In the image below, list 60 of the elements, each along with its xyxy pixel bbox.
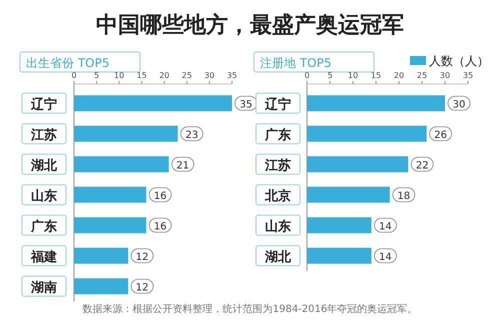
x-tick-label: 20 xyxy=(159,71,170,80)
y-tick-label: 江苏 xyxy=(30,128,57,143)
x-tick-label: 5 xyxy=(94,71,100,80)
bar xyxy=(74,95,232,112)
x-tick-label: 15 xyxy=(370,71,382,80)
bar xyxy=(74,156,169,172)
chart-subtitle: 注册地 TOP5 xyxy=(260,56,332,70)
bar xyxy=(74,126,178,142)
y-tick-label: 江苏 xyxy=(264,158,291,174)
bar xyxy=(307,248,372,264)
y-tick-label: 山东 xyxy=(31,188,57,204)
bar xyxy=(307,126,427,142)
chart-title: 中国哪些地方，最盛产奥运冠军 xyxy=(96,12,404,38)
data-label: 14 xyxy=(379,252,392,263)
bar xyxy=(74,186,146,203)
bar xyxy=(307,217,372,234)
bar xyxy=(74,248,128,264)
x-tick-label: 10 xyxy=(114,71,124,80)
x-tick-label: 0 xyxy=(304,71,310,80)
x-tick-label: 30 xyxy=(440,71,450,80)
data-label: 16 xyxy=(154,221,167,232)
y-tick-label: 湖北 xyxy=(264,250,292,265)
source-note: 数据来源：根据公开资料整理，统计范围为1984-2016年夺冠的奥运冠军。 xyxy=(82,303,418,315)
data-label: 35 xyxy=(240,99,252,110)
data-label: 21 xyxy=(176,160,190,172)
data-label: 16 xyxy=(154,190,167,202)
y-tick-label: 北京 xyxy=(264,188,291,204)
y-tick-label: 广东 xyxy=(264,126,291,143)
data-label: 30 xyxy=(452,99,466,110)
x-tick-label: 5 xyxy=(327,71,333,80)
legend-label: 人数（人） xyxy=(429,54,489,68)
bar xyxy=(307,95,445,112)
x-tick-label: 25 xyxy=(182,71,192,80)
y-tick-label: 广东 xyxy=(30,218,57,234)
bar xyxy=(307,156,408,172)
data-label: 12 xyxy=(136,282,149,294)
data-label: 18 xyxy=(397,190,410,202)
bar xyxy=(74,278,128,294)
y-tick-label: 福建 xyxy=(30,248,57,265)
y-tick-label: 湖南 xyxy=(30,280,57,296)
data-label: 12 xyxy=(136,252,149,263)
data-label: 23 xyxy=(185,130,198,141)
bar xyxy=(307,186,390,203)
y-tick-label: 山东 xyxy=(265,218,291,234)
y-tick-label: 辽宁 xyxy=(30,96,57,112)
x-tick-label: 25 xyxy=(416,71,428,80)
chart-subtitle: 出生省份 TOP5 xyxy=(26,56,110,70)
data-label: 14 xyxy=(379,221,392,232)
x-tick-label: 20 xyxy=(394,71,404,80)
x-tick-label: 35 xyxy=(226,71,238,80)
y-tick-label: 湖北 xyxy=(30,158,58,174)
bar xyxy=(74,217,146,234)
x-tick-label: 30 xyxy=(204,71,215,80)
y-tick-label: 辽宁 xyxy=(264,96,291,112)
x-tick-label: 0 xyxy=(71,71,77,80)
x-tick-label: 15 xyxy=(136,71,147,80)
x-tick-label: 35 xyxy=(462,71,474,80)
x-tick-label: 10 xyxy=(348,71,358,80)
data-label: 26 xyxy=(434,130,447,141)
data-label: 22 xyxy=(416,160,429,172)
